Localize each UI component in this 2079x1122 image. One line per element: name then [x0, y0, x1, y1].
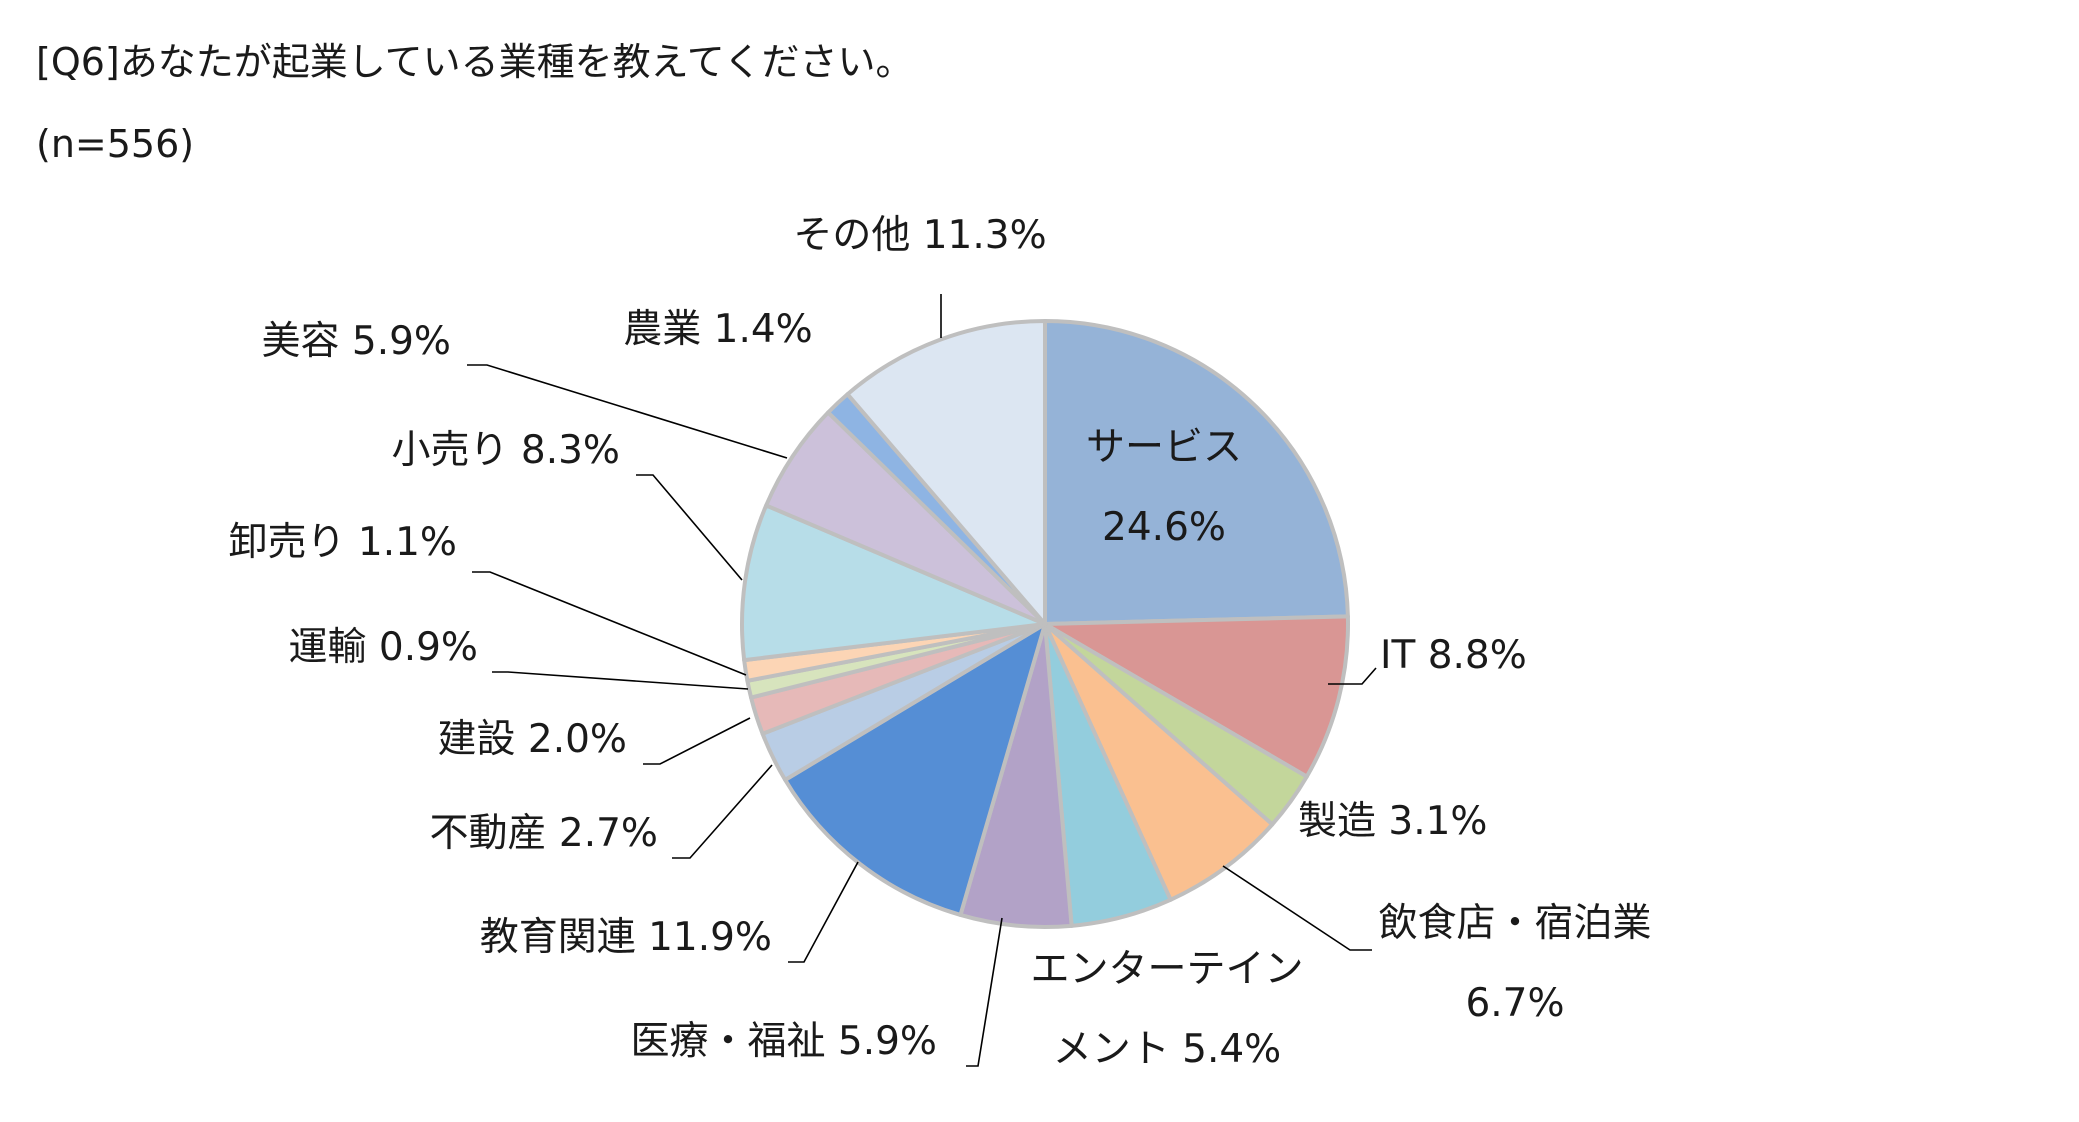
leader-line: [672, 764, 773, 859]
pie-slice: [845, 319, 1047, 626]
slice-label: 小売り 8.3%: [392, 428, 620, 473]
leader-line: [472, 571, 747, 676]
slice-label: IT 8.8%: [1380, 633, 1527, 678]
pie-slices: [740, 319, 1350, 929]
slice-label: 卸売り 1.1%: [229, 520, 457, 565]
slice-label: 農業 1.4%: [623, 307, 812, 352]
leader-line: [788, 861, 859, 963]
leader-line: [1328, 667, 1377, 685]
slice-label: 不動産 2.7%: [430, 811, 658, 856]
slice-label: 医療・福祉 5.9%: [631, 1019, 937, 1064]
pie-slice: [1043, 319, 1350, 626]
slice-label: 美容 5.9%: [262, 319, 451, 364]
slice-label: 飲食店・宿泊業: [1378, 901, 1651, 946]
slice-label: 建設 2.0%: [438, 717, 627, 762]
leader-line: [966, 917, 1003, 1067]
slice-label: 教育関連 11.9%: [480, 915, 772, 960]
page-title: [Q6]あなたが起業している業種を教えてください。: [36, 40, 914, 84]
leader-line: [643, 717, 751, 765]
leader-line: [492, 671, 749, 690]
leader-line: [467, 364, 788, 459]
leader-line: [636, 474, 743, 581]
slice-label: その他 11.3%: [793, 213, 1046, 258]
slice-label: 6.7%: [1465, 981, 1564, 1026]
pie-slice: [740, 503, 1047, 663]
leader-line: [1222, 865, 1372, 951]
slice-labels: サービス 24.6% IT 8.8% 製造 3.1% 飲食店・宿泊業 6.7% エンターテイ…: [229, 213, 1652, 1072]
slice-label: 運輸 0.9%: [289, 625, 478, 670]
pie-slice: [1043, 614, 1350, 779]
slice-label: 製造 3.1%: [1298, 799, 1487, 844]
sample-size: (n=556): [36, 122, 195, 166]
pie-slice: [783, 622, 1047, 917]
slice-label: 24.6%: [1102, 505, 1226, 550]
slice-label: メント 5.4%: [1053, 1027, 1281, 1072]
slice-label: サービス: [1086, 425, 1242, 470]
slice-label: エンターテイン: [1030, 947, 1303, 992]
leader-lines: [467, 294, 1377, 1067]
